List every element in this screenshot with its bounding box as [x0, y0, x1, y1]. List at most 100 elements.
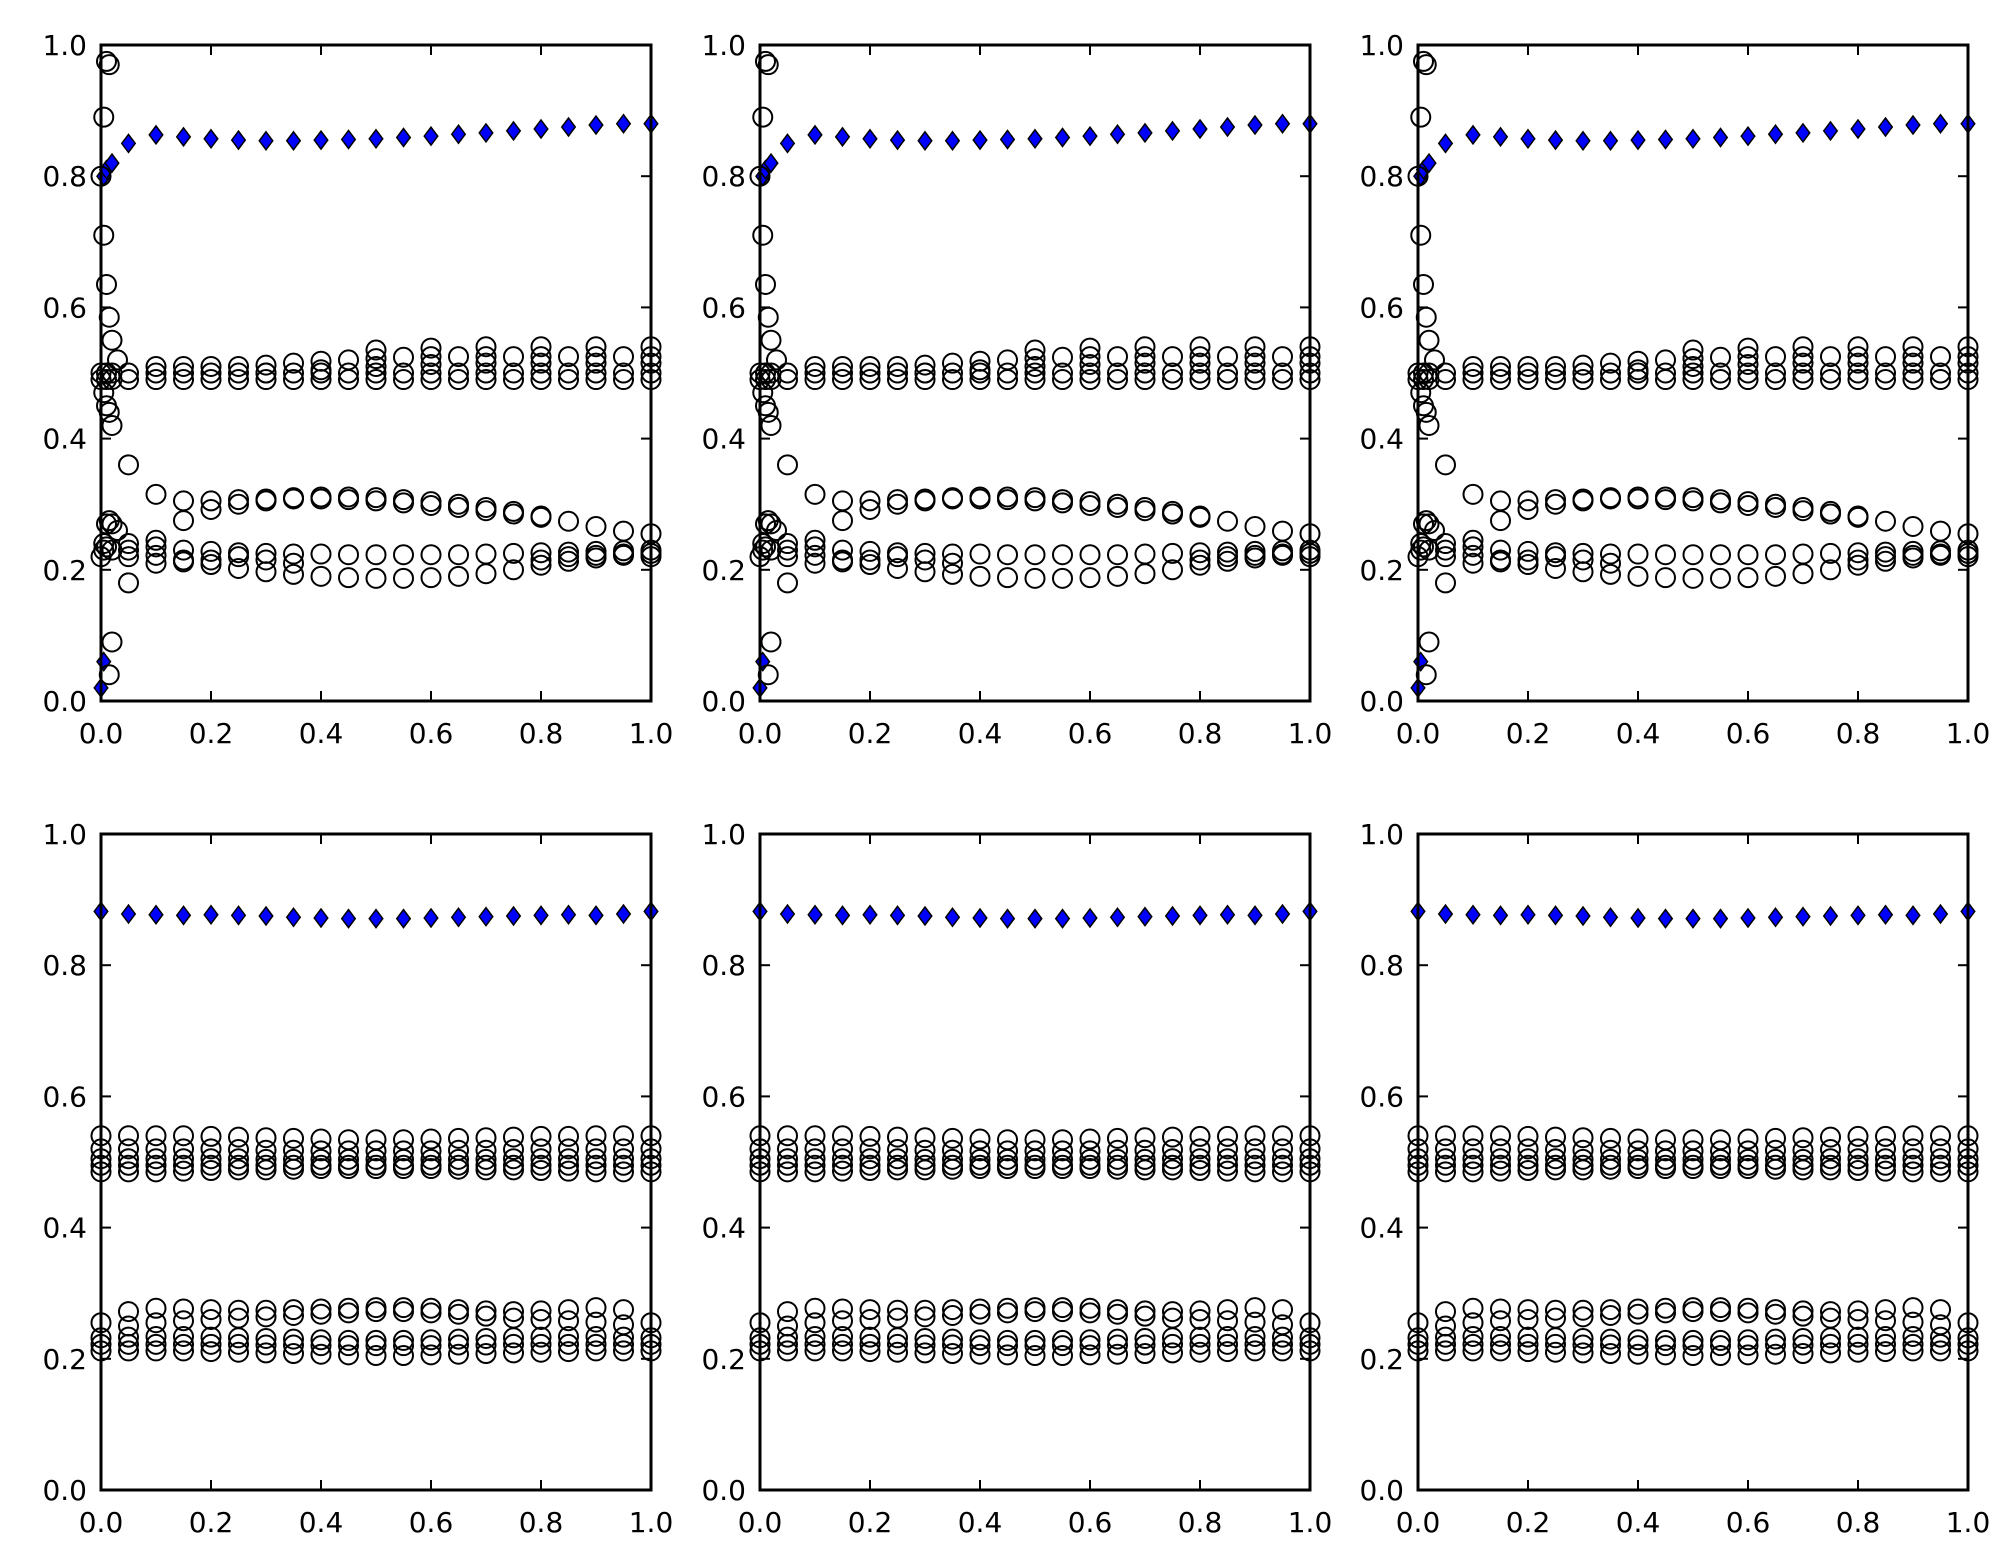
x-tick-label: 0.6: [1726, 717, 1771, 750]
circle-point: [1079, 495, 1101, 517]
circle-point: [804, 362, 826, 384]
circle-point: [420, 362, 442, 384]
circle-point: [255, 1148, 277, 1170]
circle-point: [832, 1298, 853, 1320]
circle-point: [558, 1138, 579, 1160]
circle-point: [1627, 1298, 1649, 1320]
circle-point: [1627, 1303, 1649, 1325]
circle-point: [1765, 369, 1786, 391]
x-tick-label: 0.6: [409, 717, 454, 750]
diamond-point: [972, 129, 988, 151]
circle-point: [1847, 336, 1869, 358]
circle-point: [1462, 1333, 1484, 1355]
circle-point: [1737, 369, 1759, 391]
y-tick-label: 0.6: [701, 1080, 746, 1113]
diamond-point: [203, 904, 219, 925]
circle-point: [1545, 546, 1566, 568]
circle-point: [310, 543, 332, 565]
diamond-point: [779, 903, 796, 925]
y-tick-label: 1.0: [42, 818, 87, 851]
circle-point: [530, 346, 552, 368]
circle-point: [1272, 1125, 1293, 1147]
circle-point: [365, 490, 387, 512]
circle-point: [283, 552, 304, 574]
circle-point: [1820, 1148, 1841, 1170]
axes-frame: [758, 832, 1312, 1492]
circle-point: [1765, 1299, 1786, 1321]
circle-point: [338, 1158, 359, 1180]
circle-point: [804, 1148, 826, 1170]
circle-point: [365, 348, 387, 370]
circle-point: [804, 355, 826, 377]
y-tick-label: 1.0: [42, 29, 87, 62]
circle-point: [393, 346, 414, 368]
circle-point: [1052, 544, 1073, 566]
circle-point: [503, 1139, 524, 1161]
circle-point: [1682, 1158, 1704, 1180]
circle-point: [1244, 362, 1266, 384]
circle-point: [1655, 1335, 1676, 1357]
diamond-point: [313, 907, 329, 929]
circle-point: [1107, 1343, 1128, 1365]
circle-point: [1655, 1148, 1676, 1170]
circle-point: [255, 1327, 277, 1349]
circle-point: [1792, 1148, 1814, 1170]
circle-point: [914, 490, 936, 512]
circle-point: [942, 352, 963, 374]
diamond-point: [533, 118, 549, 140]
circle-point: [365, 1335, 387, 1357]
circle-point: [585, 544, 607, 566]
circle-point: [475, 500, 497, 522]
circle-point: [530, 1148, 552, 1170]
diamond-point: [1164, 120, 1181, 142]
circle-point: [1272, 543, 1293, 565]
diamond-point: [615, 903, 632, 925]
circle-point: [1517, 362, 1539, 384]
circle-point: [1079, 337, 1101, 359]
circle-point: [1847, 506, 1869, 528]
circle-point: [310, 350, 332, 372]
circle-point: [1162, 369, 1183, 391]
circle-point: [1490, 1340, 1511, 1362]
diamond-point: [1421, 152, 1437, 174]
circle-point: [420, 1335, 442, 1357]
circle-point: [752, 539, 774, 561]
circle-point: [613, 1161, 634, 1183]
circle-point: [365, 1148, 387, 1170]
circle-point: [1490, 1148, 1511, 1170]
circle-point: [393, 1158, 414, 1180]
circle-point: [1655, 1297, 1676, 1319]
y-tick-label: 0.8: [701, 160, 746, 193]
circle-point: [1737, 1140, 1759, 1162]
circle-point: [365, 567, 387, 589]
y-tick-label: 0.8: [42, 160, 87, 193]
circle-point: [1737, 1344, 1759, 1366]
circle-point: [613, 1125, 634, 1147]
circle-point: [255, 1334, 277, 1356]
circle-point: [1162, 1333, 1183, 1355]
circle-point: [613, 346, 634, 368]
y-tick-label: 0.0: [1359, 685, 1404, 718]
circle-point: [914, 1334, 936, 1356]
circle-point: [1107, 565, 1128, 587]
circle-point: [1875, 1333, 1896, 1355]
circle-point: [1217, 362, 1238, 384]
circle-point: [1655, 1329, 1676, 1351]
diamond-point: [1685, 128, 1701, 150]
circle-point: [1600, 362, 1621, 384]
diamond-point: [1795, 122, 1811, 144]
circle-point: [1134, 1159, 1156, 1181]
diamond-point: [1109, 123, 1126, 145]
circle-point: [1875, 1154, 1896, 1176]
circle-point: [1490, 510, 1511, 532]
x-tick-label: 0.6: [1068, 717, 1113, 750]
circle-point: [475, 1127, 497, 1149]
circle-point: [283, 1148, 304, 1170]
circle-point: [1655, 1302, 1676, 1324]
circle-point: [503, 369, 524, 391]
circle-point: [1737, 337, 1759, 359]
diamond-point: [944, 907, 961, 928]
circle-point: [228, 369, 249, 391]
circle-point: [1545, 1154, 1566, 1176]
circle-point: [448, 1158, 469, 1180]
